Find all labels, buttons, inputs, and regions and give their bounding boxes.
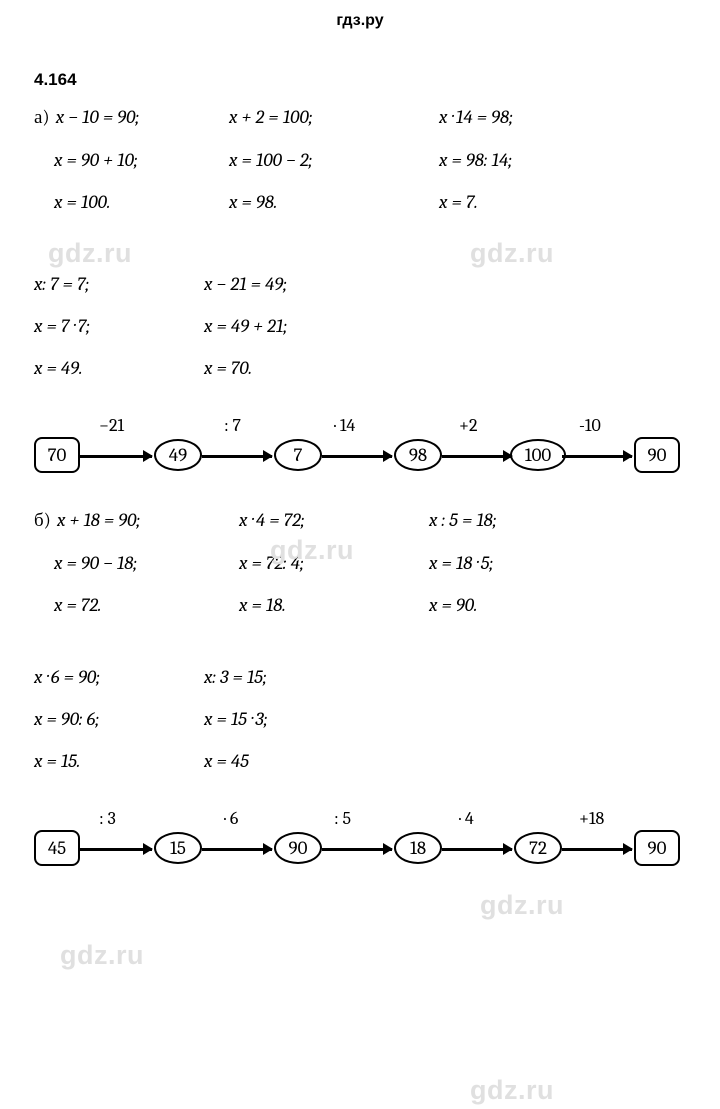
chain-arrow (562, 848, 632, 851)
eq-text: x · 4 = 72; (239, 509, 429, 532)
part-b-label: б) (34, 509, 51, 531)
eq-text: x + 18 = 90; (57, 509, 140, 531)
chain-node: 90 (634, 437, 680, 473)
chain-op-label: : 5 (334, 808, 351, 829)
chain-arrow (80, 455, 152, 458)
part-a-label: а) (34, 106, 50, 128)
chain-node: 90 (634, 830, 680, 866)
eq-text: x = 98. (229, 191, 439, 213)
eq-text: x = 90 + 10; (34, 149, 229, 171)
eq-text: x = 49. (34, 357, 204, 379)
eq-text: x = 7. (439, 191, 639, 213)
eq-text: x − 10 = 90; (56, 106, 140, 128)
watermark: gdz.ru (470, 1075, 554, 1106)
eq-text: x = 15 · 3; (204, 708, 404, 730)
chain-op-label: +2 (459, 415, 477, 436)
eq-text: x · 14 = 98; (439, 106, 639, 129)
part-a-group2: x: 7 = 7; x − 21 = 49; x = 7 · 7; x = 49… (0, 273, 720, 379)
chain-arrow (202, 455, 272, 458)
eq-text: x = 49 + 21; (204, 315, 404, 337)
eq-text: x − 21 = 49; (204, 273, 404, 295)
eq-text: x = 45 (204, 750, 404, 772)
chain-op-label: · 6 (224, 808, 238, 829)
eq-text: x = 100 − 2; (229, 149, 439, 171)
chain-a: 70 49 7 98 100 90 −21 : 7 · 14 +2 -10 (34, 409, 686, 479)
chain-op-label: -10 (579, 415, 601, 436)
eq-text: x + 2 = 100; (229, 106, 439, 129)
part-b-group2: x · 6 = 90; x: 3 = 15; x = 90: 6; x = 15… (0, 666, 720, 772)
eq-text: x: 3 = 15; (204, 666, 404, 688)
chain-arrow (442, 455, 512, 458)
eq-text: x = 15. (34, 750, 204, 772)
chain-node: 18 (394, 832, 442, 864)
chain-op-label: −21 (99, 415, 124, 436)
eq-text: x = 90: 6; (34, 708, 204, 730)
watermark: gdz.ru (480, 890, 564, 921)
eq-text: x = 18 · 5; (429, 552, 629, 574)
chain-arrow (202, 848, 272, 851)
chain-op-label: · 4 (459, 808, 474, 829)
eq-text: x = 100. (34, 191, 229, 213)
eq-text: x : 5 = 18; (429, 509, 629, 532)
chain-b: 45 15 90 18 72 90 : 3 · 6 : 5 · 4 +18 (34, 802, 686, 872)
chain-node: 100 (510, 439, 566, 471)
eq-text: x = 7 · 7; (34, 315, 204, 337)
chain-node: 70 (34, 437, 80, 473)
part-a-group1: а) x − 10 = 90; x + 2 = 100; x · 14 = 98;… (0, 106, 720, 213)
eq-text: x = 90. (429, 594, 629, 616)
eq-text: x · 6 = 90; (34, 666, 204, 688)
chain-node: 45 (34, 830, 80, 866)
eq-text: x = 98: 14; (439, 149, 639, 171)
chain-node: 90 (274, 832, 322, 864)
chain-op-label: · 14 (334, 415, 355, 436)
site-header: гдз.ру (0, 0, 720, 30)
chain-arrow (442, 848, 512, 851)
chain-node: 98 (394, 439, 442, 471)
chain-node: 49 (154, 439, 202, 471)
eq-text: x = 90 − 18; (34, 552, 239, 574)
part-b-group1: б) x + 18 = 90; x · 4 = 72; x : 5 = 18; x… (0, 509, 720, 616)
eq-text: x: 7 = 7; (34, 273, 204, 295)
eq-text: x = 70. (204, 357, 404, 379)
problem-number: 4.164 (0, 30, 720, 106)
eq-text: x = 72. (34, 594, 239, 616)
eq-text: x = 18. (239, 594, 429, 616)
chain-op-label: : 3 (99, 808, 116, 829)
chain-node: 7 (274, 439, 322, 471)
watermark: gdz.ru (60, 940, 144, 971)
chain-node: 72 (514, 832, 562, 864)
eq-text: x = 72: 4; (239, 552, 429, 574)
chain-arrow (562, 455, 632, 458)
chain-arrow (322, 848, 392, 851)
chain-arrow (322, 455, 392, 458)
chain-arrow (80, 848, 152, 851)
chain-op-label: : 7 (224, 415, 241, 436)
chain-node: 15 (154, 832, 202, 864)
chain-op-label: +18 (579, 808, 604, 829)
